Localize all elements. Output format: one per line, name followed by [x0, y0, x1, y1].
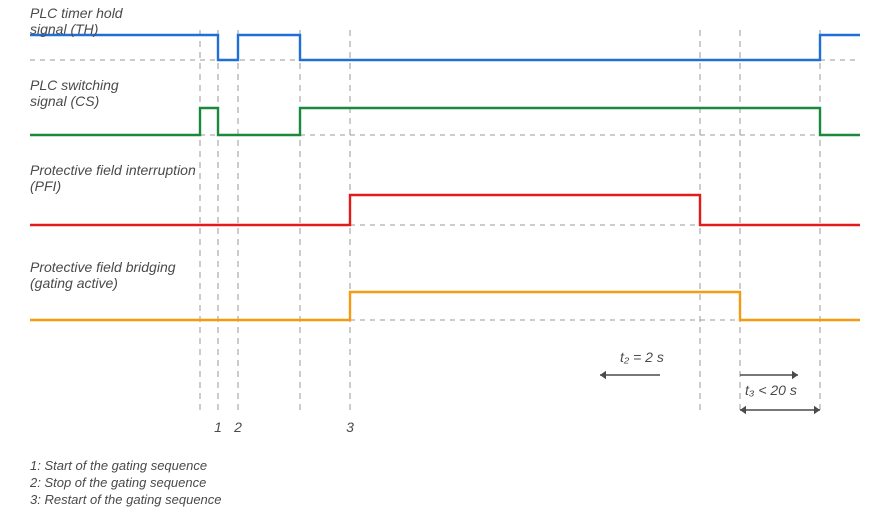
signal-pfi: [30, 195, 860, 225]
signal-gating: [30, 292, 860, 320]
legend-line-1: 1: Start of the gating sequence: [30, 458, 207, 473]
legend-line-3: 3: Restart of the gating sequence: [30, 492, 222, 507]
legend-line-2: 2: Stop of the gating sequence: [29, 475, 206, 490]
arrow-head: [600, 371, 606, 379]
event-number-2: 2: [233, 419, 242, 435]
t2-label: t₂ = 2 s: [620, 349, 664, 365]
t3-label: t₃ < 20 s: [745, 382, 797, 398]
arrow-head: [814, 406, 820, 414]
signal-label-gating: (gating active): [30, 275, 118, 291]
timing-diagram: PLC timer holdsignal (TH) PLC switchingsi…: [0, 0, 870, 514]
signal-label-pfi: Protective field interruption: [30, 162, 196, 178]
event-number-1: 1: [214, 419, 222, 435]
signal-label-cs: signal (CS): [30, 93, 99, 109]
signal-label-th: PLC timer hold: [30, 5, 124, 21]
arrow-head: [740, 406, 746, 414]
signal-label-gating: Protective field bridging: [30, 259, 176, 275]
signal-label-th: signal (TH): [30, 21, 98, 37]
event-number-3: 3: [346, 419, 354, 435]
signal-cs: [30, 108, 860, 135]
signal-label-cs: PLC switching: [30, 77, 119, 93]
arrow-head: [792, 371, 798, 379]
signal-label-pfi: (PFI): [30, 178, 61, 194]
signal-th: [30, 35, 860, 60]
